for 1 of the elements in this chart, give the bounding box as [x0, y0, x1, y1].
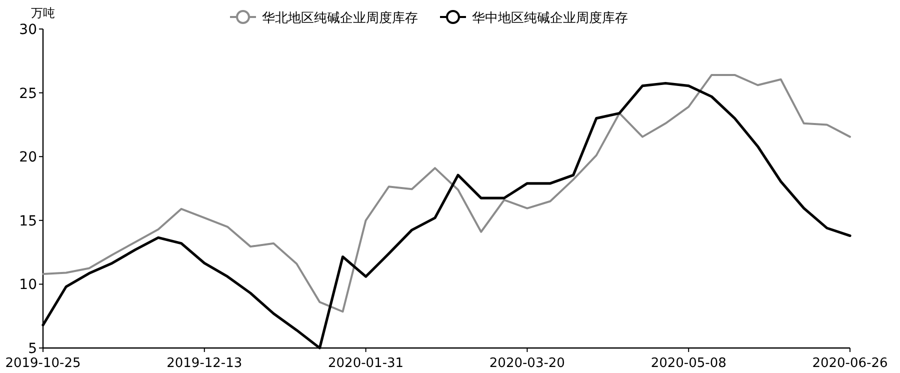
ylabel: 万吨 — [31, 6, 55, 20]
